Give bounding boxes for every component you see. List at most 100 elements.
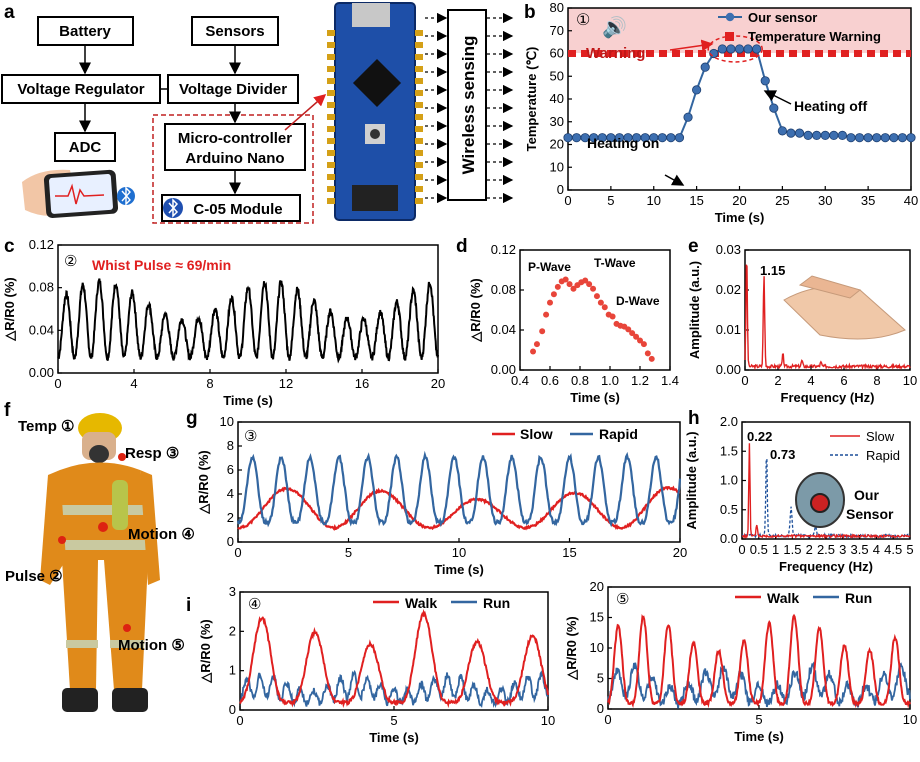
module-label: C-05 Module	[193, 201, 282, 218]
x-tick-label: 3.5	[851, 542, 869, 557]
panel-letter-h: h	[688, 408, 700, 429]
sensor-line	[568, 47, 911, 139]
board-pin	[415, 150, 423, 156]
x-tick-label: 0	[236, 713, 243, 728]
pulse-point	[593, 293, 600, 300]
x-axis-label: Time (s)	[570, 390, 620, 405]
x-tick-label: 1	[772, 542, 779, 557]
panel-a: a Battery Sensors Voltage Regulator Volt…	[1, 2, 514, 224]
x-tick-label: 10	[541, 713, 555, 728]
pulse-point	[582, 277, 589, 284]
x-tick-label: 2.5	[817, 542, 835, 557]
legend-label-warning: Temperature Warning	[748, 29, 881, 44]
pulse-rate-label: Whist Pulse ≈ 69/min	[92, 257, 231, 273]
x-axis-label: Time (s)	[734, 729, 784, 744]
x-tick-label: 15	[689, 193, 703, 208]
y-tick-label: 4	[227, 486, 234, 501]
pulse-point	[601, 304, 608, 311]
x-tick-label: 8	[873, 373, 880, 388]
y-tick-label: 3	[229, 584, 236, 599]
sensor-point	[683, 112, 693, 122]
pulse-point	[566, 281, 573, 288]
sensor-point	[837, 130, 848, 140]
sensor-point	[880, 133, 890, 143]
legend-marker-sensor	[725, 12, 735, 22]
chart-g: 0 5 10 15 20 0 2 4 6 8 10 Time (s) △R/R0 (%) ③ Slow Rap…	[196, 414, 687, 577]
peak-label-rapid: 0.73	[770, 447, 795, 462]
chart-marker: ①	[576, 12, 590, 29]
pulse-point	[530, 348, 537, 355]
sensor-point	[829, 130, 839, 140]
y-tick-label: 0	[557, 182, 564, 197]
board-pin	[327, 66, 335, 72]
walk-line	[607, 613, 911, 709]
voltage-regulator-label: Voltage Regulator	[17, 81, 144, 98]
x-tick-label: 20	[732, 193, 746, 208]
sensor-point	[820, 130, 830, 140]
sensor-point	[726, 44, 736, 54]
y-axis-label: Amplitude (a.u.)	[687, 261, 702, 359]
y-tick-label: 0.5	[720, 502, 738, 517]
x-tick-label: 0	[54, 376, 61, 391]
sensor-point	[846, 133, 856, 143]
y-tick-label: 1.0	[720, 473, 738, 488]
sensor-point	[717, 44, 727, 54]
label-temp: Temp ①	[18, 418, 75, 435]
y-tick-label: 2	[229, 623, 236, 638]
x-axis-label: Time (s)	[434, 562, 484, 577]
pulse-point	[648, 355, 655, 362]
battery-label: Battery	[59, 23, 111, 40]
sensor-point	[734, 44, 745, 54]
y-tick-label: 8	[227, 438, 234, 453]
x-tick-label: 3	[839, 542, 846, 557]
panel-letter-d: d	[456, 236, 468, 257]
panel-letter-b: b	[524, 2, 536, 23]
sensor-point	[760, 76, 770, 86]
sensor-point	[563, 133, 573, 143]
y-tick-label: 70	[550, 23, 564, 38]
sensor-point	[571, 133, 582, 143]
x-tick-label: 0	[738, 542, 745, 557]
chart-i5: 0 5 10 0 5 10 15 20 Time (s) △R/R0 (%) ⑤ Walk Run	[564, 579, 917, 744]
x-tick-label: 5	[906, 542, 913, 557]
sensor-point	[897, 133, 908, 143]
y-axis-label: △R/R0 (%)	[198, 619, 213, 683]
hand-phone-illustration	[22, 169, 135, 218]
heating-off-arrow	[763, 90, 792, 105]
board-pin	[415, 30, 423, 36]
y-tick-label: 0	[597, 701, 604, 716]
x-tick-label: 10	[452, 545, 466, 560]
x-tick-label: 25	[775, 193, 789, 208]
legend-label-run: Run	[845, 590, 872, 606]
x-tick-label: 30	[818, 193, 832, 208]
panel-letter-g: g	[186, 408, 198, 429]
x-tick-label: 0.6	[541, 373, 559, 388]
slow-line	[237, 485, 681, 531]
board-pin	[327, 54, 335, 60]
board-pin	[415, 66, 423, 72]
x-tick-label: 2	[774, 373, 781, 388]
board-pin	[415, 114, 423, 120]
x-tick-label: 1.0	[601, 373, 619, 388]
x-tick-label: 2	[806, 542, 813, 557]
y-axis-label: Amplitude (a.u.)	[684, 431, 699, 529]
x-tick-label: 20	[431, 376, 445, 391]
panel-letter-e: e	[688, 236, 699, 257]
legend-label-rapid: Rapid	[866, 448, 900, 463]
board-pin	[327, 42, 335, 48]
x-tick-label: 1.5	[783, 542, 801, 557]
sensor-point	[906, 133, 916, 143]
x-axis-label: Time (s)	[715, 210, 765, 225]
x-tick-label: 10	[903, 373, 917, 388]
pulse-point	[633, 333, 640, 340]
x-tick-label: 0	[564, 193, 571, 208]
pulse-point	[597, 299, 604, 306]
board-pin	[415, 174, 423, 180]
chart-e: 0 2 4 6 8 10 0.00 0.01 0.02 0.03 Frequency (Hz) Amp…	[687, 242, 917, 405]
x-tick-label: 10	[903, 712, 917, 727]
plot-frame	[744, 249, 911, 371]
x-tick-label: 5	[755, 712, 762, 727]
sensor-point	[794, 128, 805, 138]
board-pin	[415, 198, 423, 204]
